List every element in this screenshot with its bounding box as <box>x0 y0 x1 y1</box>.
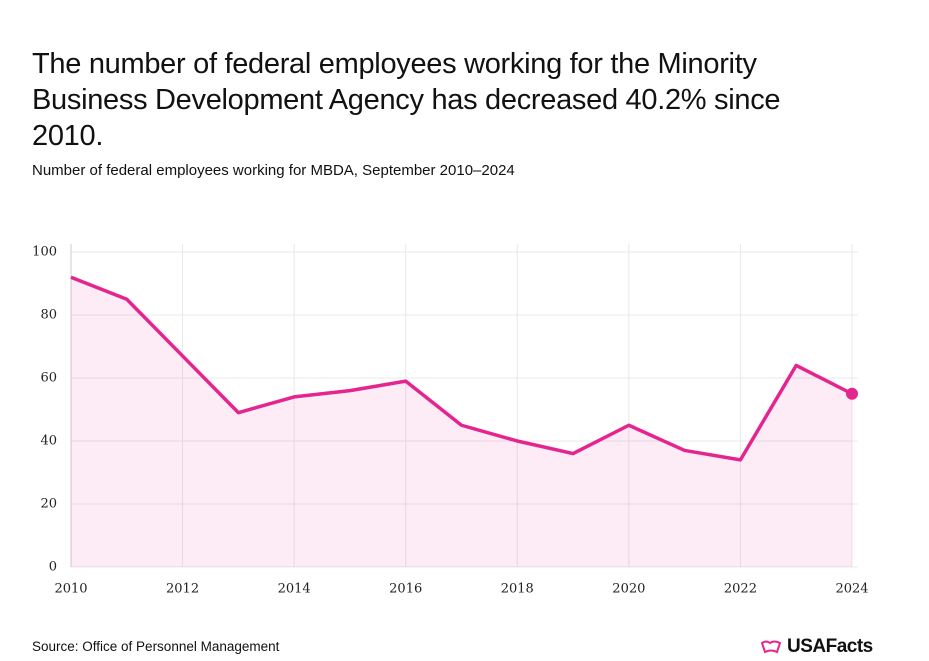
source-note: Source: Office of Personnel Management <box>32 639 280 654</box>
y-tick-label: 100 <box>32 245 57 260</box>
x-tick-label: 2020 <box>612 582 645 597</box>
y-tick-label: 20 <box>40 497 57 512</box>
x-tick-label: 2010 <box>54 582 87 597</box>
end-point <box>846 387 858 400</box>
y-tick-label: 80 <box>40 308 57 323</box>
chart: 0 20 40 60 80 100 2010 2012 2014 2016 2018 2020 2022… <box>32 244 869 597</box>
x-tick-label: 2022 <box>724 582 757 597</box>
y-tick-label: 0 <box>49 560 57 575</box>
line <box>70 275 853 462</box>
y-tick-label: 60 <box>40 371 57 386</box>
x-tick-label: 2018 <box>501 582 534 597</box>
logo-icon <box>760 640 782 654</box>
x-tick-label: 2016 <box>389 582 422 597</box>
chart-subtitle: Number of federal employees working for … <box>32 162 515 179</box>
logo: USAFacts <box>760 636 873 658</box>
x-tick-label: 2012 <box>166 582 199 597</box>
area <box>71 277 852 567</box>
x-tick-label: 2024 <box>835 582 868 597</box>
x-tick-label: 2014 <box>278 582 311 597</box>
chart-title: The number of federal employees working … <box>32 48 781 152</box>
logo-text: USAFacts <box>787 636 873 657</box>
y-tick-label: 40 <box>40 434 57 449</box>
